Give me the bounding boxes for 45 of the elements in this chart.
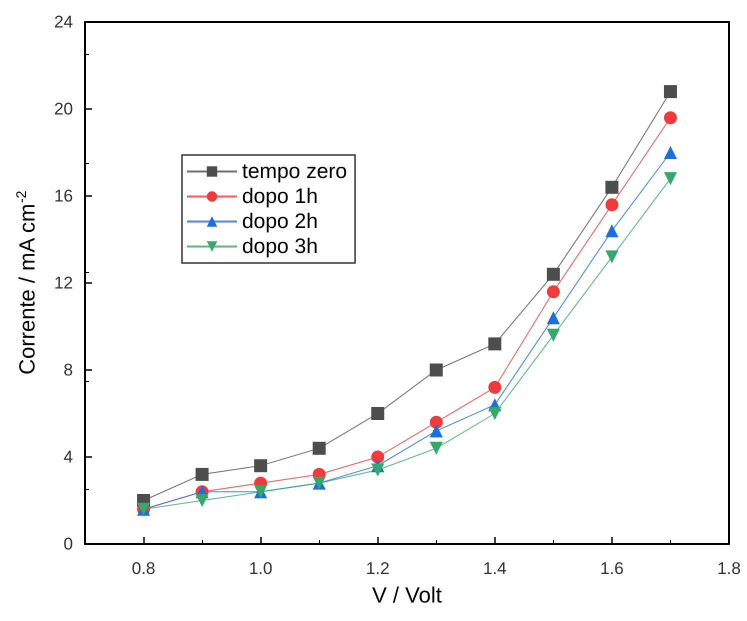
point (488, 380, 502, 394)
point (546, 285, 560, 298)
x-tick-label: 1.4 (483, 559, 507, 578)
point (196, 494, 209, 507)
point (430, 364, 443, 376)
point (430, 416, 443, 429)
point (546, 328, 560, 342)
x-axis-title: V / Volt (372, 582, 442, 608)
point (605, 224, 618, 238)
point (254, 459, 268, 472)
point (664, 85, 677, 98)
point (488, 407, 502, 420)
point (664, 111, 677, 124)
point (430, 442, 443, 455)
legend-label: tempo zero (242, 160, 348, 183)
point (546, 268, 560, 281)
y-tick-label: 4 (64, 448, 73, 466)
point (664, 172, 677, 186)
y-tick-label: 24 (54, 12, 73, 32)
point (371, 464, 384, 477)
x-tick-label: 0.8 (132, 559, 156, 578)
point (664, 146, 677, 159)
point (605, 250, 618, 264)
y-tick-label: 8 (64, 360, 73, 380)
x-tick-label: 1.2 (366, 559, 390, 578)
legend-label: dopo 3h (242, 235, 318, 258)
point (371, 450, 384, 464)
point (430, 424, 443, 438)
point (371, 407, 384, 420)
x-tick-label: 1.0 (248, 559, 272, 578)
legend-label: dopo 2h (242, 210, 318, 233)
point (605, 180, 618, 194)
point (196, 468, 209, 481)
point (546, 311, 560, 324)
y-tick-label: 0 (64, 534, 73, 554)
legend-label: dopo 1h (242, 185, 318, 208)
y-axis-title: Corrente / mA cm-2 (13, 190, 40, 375)
y-tick-label: 20 (54, 100, 73, 118)
y-tick-label: 12 (54, 274, 73, 292)
point (605, 198, 618, 212)
point (488, 337, 502, 350)
x-tick-label: 1.8 (717, 559, 741, 578)
point (312, 442, 326, 455)
y-tick-label: 16 (54, 186, 73, 206)
x-tick-label: 1.6 (600, 559, 624, 578)
